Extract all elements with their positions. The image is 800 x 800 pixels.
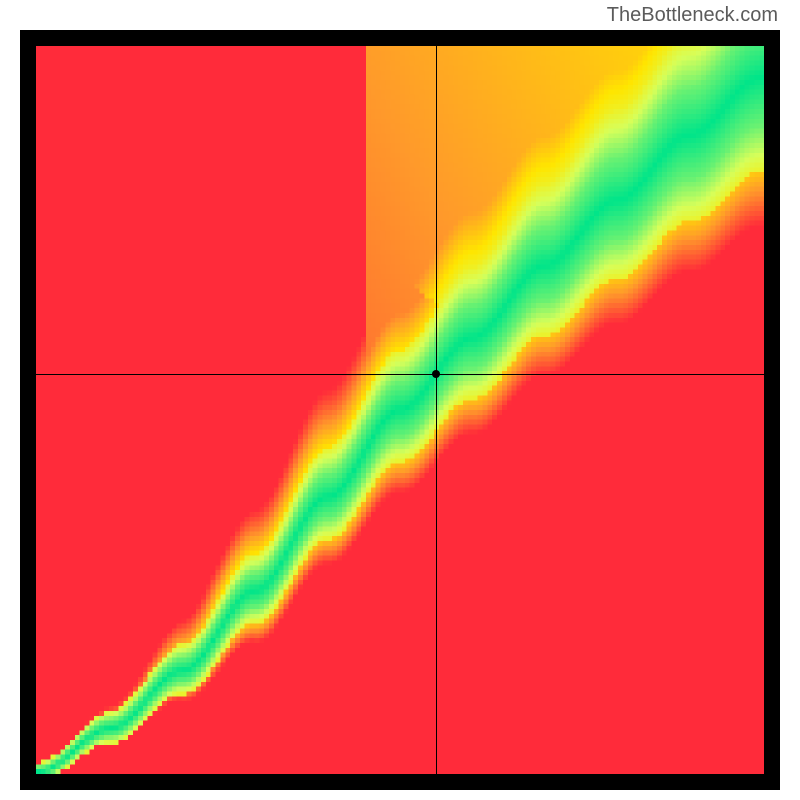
crosshair-marker (432, 370, 440, 378)
chart-frame (20, 30, 780, 790)
bottleneck-heatmap (36, 46, 764, 774)
crosshair-horizontal (36, 374, 764, 375)
watermark-text: TheBottleneck.com (607, 4, 778, 27)
crosshair-vertical (436, 46, 437, 774)
